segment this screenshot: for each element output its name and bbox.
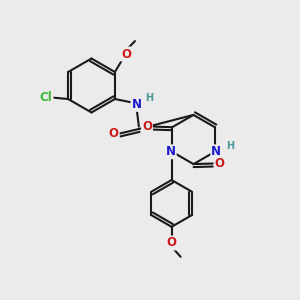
Text: N: N <box>131 98 142 111</box>
Text: Cl: Cl <box>40 91 52 104</box>
Text: N: N <box>166 145 176 158</box>
Text: H: H <box>145 93 153 103</box>
Text: N: N <box>211 145 221 158</box>
Text: O: O <box>214 157 225 170</box>
Text: H: H <box>226 141 235 151</box>
Text: O: O <box>121 47 131 61</box>
Text: O: O <box>109 127 119 140</box>
Text: O: O <box>167 236 177 250</box>
Text: O: O <box>142 120 152 133</box>
